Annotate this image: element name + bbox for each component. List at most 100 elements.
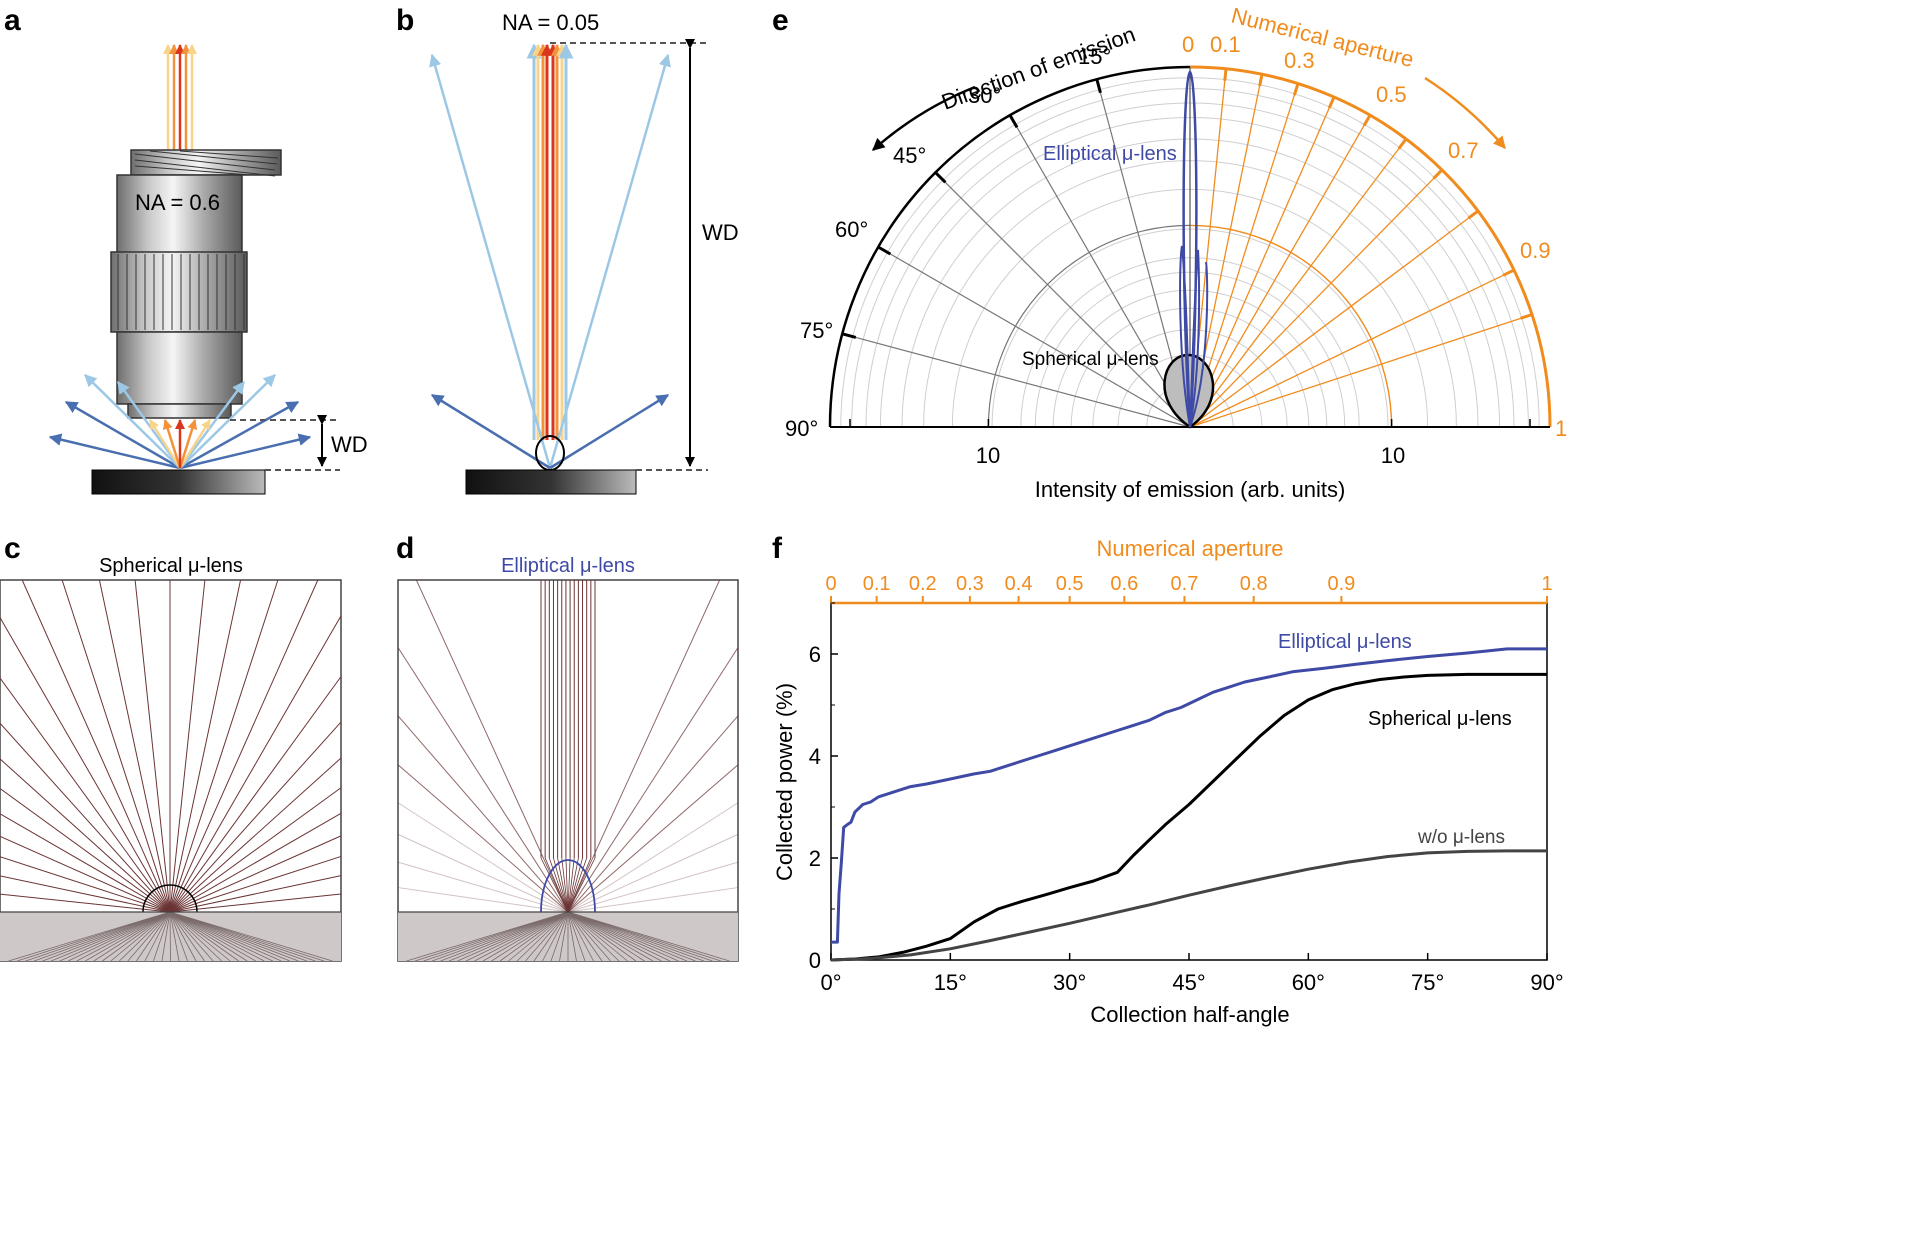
e-outer-arc-left <box>828 65 1191 428</box>
c-ray <box>169 615 342 913</box>
d-elliptical-lens <box>540 859 596 913</box>
c-ray <box>169 579 242 913</box>
b-side-ray <box>429 53 552 469</box>
d-substrate-ray <box>567 911 662 962</box>
f-top-tick-label: 0.2 <box>909 573 937 595</box>
f-y-tick-label: 0 <box>809 948 821 973</box>
c-substrate-ray <box>85 911 171 962</box>
d-substrate-ray <box>491 911 569 962</box>
d-ray-trace <box>397 579 739 962</box>
d-internal-ray <box>567 857 588 913</box>
f-series-label-spherical: Spherical μ-lens <box>1368 708 1512 730</box>
d-side-ray <box>397 833 569 913</box>
c-substrate-ray <box>169 911 197 962</box>
d-side-ray <box>567 715 739 913</box>
panel-letter-c: c <box>4 532 21 565</box>
c-substrate-ray <box>136 911 171 962</box>
d-substrate-ray <box>448 911 569 962</box>
e-na-spoke <box>1189 96 1335 428</box>
e-xlabel: Intensity of emission (arb. units) <box>1035 477 1346 502</box>
f-top-tick-label: 0.9 <box>1328 573 1356 595</box>
f-top-tick-label: 0.6 <box>1110 573 1138 595</box>
d-title: Elliptical μ-lens <box>501 555 635 577</box>
c-substrate-ray <box>169 911 325 962</box>
d-substrate-ray <box>567 911 705 962</box>
e-angle-labels: 15° 30° 45° 60° 75° 90° <box>785 44 1111 441</box>
c-substrate-ray <box>33 911 171 962</box>
f-x-tick-label: 45° <box>1172 970 1205 995</box>
panel-f-line-chart: f Numerical aperture 0 0.1 0.2 0.3 0.4 0.5 0.6… <box>772 532 1564 1027</box>
c-substrate-ray <box>169 911 231 962</box>
c-ray <box>169 835 342 913</box>
a-na-label: NA = 0.6 <box>135 190 220 215</box>
e-na-tick <box>1362 114 1372 127</box>
d-substrate-ray <box>567 911 603 962</box>
c-substrate-ray <box>68 911 171 962</box>
d-substrate-ray <box>567 911 637 962</box>
c-ray <box>169 787 342 913</box>
b-wd-label: WD <box>702 220 739 245</box>
e-emission-lobes <box>1163 70 1215 429</box>
e-angle-label-15: 15° <box>1078 44 1111 69</box>
f-top-tick-label: 0.1 <box>863 573 891 595</box>
d-substrate-ray <box>559 911 569 962</box>
c-substrate-ray <box>169 911 282 962</box>
c-substrate-ray <box>59 911 171 962</box>
f-x-tick-label: 90° <box>1530 970 1563 995</box>
e-radial-label-left: 10 <box>976 443 1000 468</box>
e-angle-tick <box>841 332 857 339</box>
f-top-tick-label: 0 <box>825 573 836 595</box>
f-series-label-without: w/o μ-lens <box>1417 827 1505 848</box>
c-substrate-ray <box>169 911 308 962</box>
e-na-tick-0.1: 0.1 <box>1210 32 1241 57</box>
d-internal-ray <box>553 857 569 913</box>
e-angle-spoke <box>935 172 1191 428</box>
e-outer-arc-right <box>1189 65 1552 428</box>
panel-b: b NA = 0.05 WD <box>396 4 739 495</box>
d-internal-ray <box>561 857 569 913</box>
c-ray <box>169 579 319 913</box>
a-emission-ray <box>179 433 312 470</box>
c-ray <box>0 722 171 913</box>
d-side-ray <box>567 861 739 913</box>
e-na-spoke <box>1189 313 1533 428</box>
e-na-tick <box>1467 209 1479 220</box>
panel-letter-b: b <box>396 4 414 37</box>
d-substrate-ray <box>567 911 696 962</box>
d-internal-ray <box>557 857 569 913</box>
e-angle-spoke <box>1009 114 1191 428</box>
f-x-tick-label: 30° <box>1053 970 1086 995</box>
a-emission-ray <box>162 419 182 469</box>
a-emission-ray <box>64 400 181 470</box>
d-substrate-ray <box>567 911 730 962</box>
d-substrate-ray <box>550 911 569 962</box>
c-substrate-ray <box>169 911 316 962</box>
c-ray <box>169 579 279 913</box>
a-emission-ray <box>178 419 198 469</box>
panel-letter-f: f <box>772 532 783 565</box>
e-angle-spoke <box>877 246 1191 428</box>
d-side-ray <box>567 802 739 913</box>
c-ray <box>169 579 206 913</box>
b-side-ray <box>430 393 551 470</box>
e-na-tick <box>1327 96 1336 109</box>
d-substrate-ray <box>482 911 569 962</box>
c-substrate-ray <box>169 911 256 962</box>
c-ray <box>0 677 171 913</box>
e-angle-label-45: 45° <box>893 143 926 168</box>
c-substrate-ray <box>169 911 171 962</box>
d-side-ray <box>397 715 569 913</box>
a-emission-ray <box>148 419 182 469</box>
e-na-tick-0.7: 0.7 <box>1448 138 1479 163</box>
c-ray <box>169 875 342 913</box>
d-substrate-ray <box>567 911 611 962</box>
e-angle-label-30: 30° <box>968 83 1001 108</box>
a-emission-ray <box>84 374 181 469</box>
c-substrate-ray <box>127 911 171 962</box>
d-substrate-ray <box>423 911 569 962</box>
e-na-tick <box>1432 168 1444 180</box>
d-side-ray <box>397 647 569 913</box>
c-ray <box>0 758 171 913</box>
e-na-tick <box>1520 313 1533 320</box>
